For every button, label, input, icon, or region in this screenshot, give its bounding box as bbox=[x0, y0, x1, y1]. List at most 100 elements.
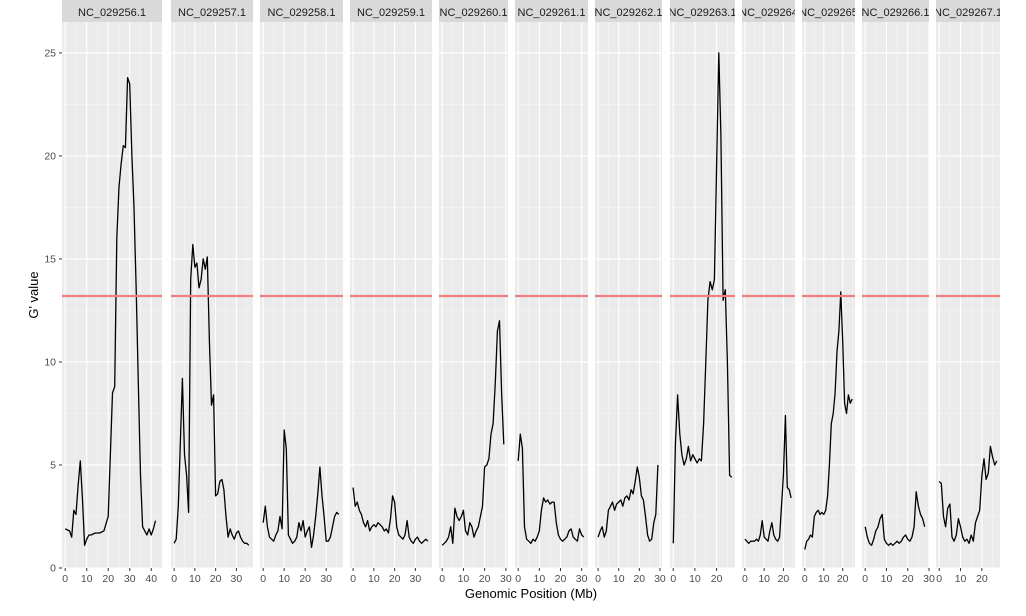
x-tick-label: 10 bbox=[758, 573, 770, 585]
facet-strip-label: NC_029263.1 bbox=[669, 7, 737, 19]
x-tick-label: 30 bbox=[124, 573, 136, 585]
x-tick-label: 0 bbox=[439, 573, 445, 585]
x-tick-label: 30 bbox=[410, 573, 422, 585]
facet-panel: NC_029261.1 0 10 20 30 bbox=[515, 0, 588, 585]
x-tick-label: 0 bbox=[62, 573, 68, 585]
x-tick-label: 20 bbox=[389, 573, 401, 585]
facet-strip-label: NC_029265 bbox=[799, 7, 858, 19]
x-tick-label: 20 bbox=[555, 573, 567, 585]
y-tick-label: 20 bbox=[44, 150, 56, 162]
gprime-series-line bbox=[804, 291, 853, 550]
x-tick-label: 0 bbox=[350, 573, 356, 585]
x-tick-label: 10 bbox=[955, 573, 967, 585]
x-tick-label: 0 bbox=[742, 573, 748, 585]
facet-strip bbox=[439, 0, 508, 22]
x-tick-label: 30 bbox=[654, 573, 666, 585]
facet-panel: NC_029264 0 10 20 bbox=[739, 0, 798, 585]
x-tick-label: 10 bbox=[613, 573, 625, 585]
x-tick-label: 10 bbox=[81, 573, 93, 585]
y-tick-label: 10 bbox=[44, 356, 56, 368]
x-tick-label: 30 bbox=[231, 573, 243, 585]
x-tick-label: 30 bbox=[923, 573, 935, 585]
x-tick-label: 20 bbox=[837, 573, 849, 585]
facet-panel: NC_029265 0 10 20 bbox=[799, 0, 858, 585]
x-tick-label: 0 bbox=[595, 573, 601, 585]
facet-strip bbox=[62, 0, 162, 22]
gprime-series-line bbox=[597, 464, 659, 542]
facet-strip bbox=[862, 0, 929, 22]
facet-panel: NC_029256.1 0 10 20 30 40 bbox=[62, 0, 162, 585]
x-tick-label: 20 bbox=[976, 573, 988, 585]
x-tick-label: 30 bbox=[500, 573, 512, 585]
gprime-series-line bbox=[744, 414, 792, 544]
x-tick-label: 10 bbox=[368, 573, 380, 585]
gprime-series-line bbox=[262, 429, 340, 549]
x-tick-label: 10 bbox=[189, 573, 201, 585]
x-axis-title: Genomic Position (Mb) bbox=[465, 586, 597, 601]
gprime-series-line bbox=[864, 491, 926, 546]
y-tick-label: 5 bbox=[50, 459, 56, 471]
facet-strip-label: NC_029260.1 bbox=[440, 7, 508, 19]
gprime-series-line bbox=[352, 487, 429, 544]
gprime-series-line bbox=[517, 433, 585, 544]
x-tick-label: 30 bbox=[576, 573, 588, 585]
x-tick-label: 0 bbox=[670, 573, 676, 585]
x-tick-label: 20 bbox=[633, 573, 645, 585]
x-tick-label: 20 bbox=[102, 573, 114, 585]
facet-strip bbox=[515, 0, 588, 22]
facet-panel: NC_029258.1 0 10 20 30 bbox=[260, 0, 343, 585]
facet-panel: NC_029262.1 0 10 20 30 bbox=[595, 0, 666, 585]
facet-strip bbox=[595, 0, 662, 22]
gprime-series-line bbox=[64, 76, 157, 546]
y-tick-label: 25 bbox=[44, 47, 56, 59]
x-tick-label: 0 bbox=[171, 573, 177, 585]
facet-strip-label: NC_029258.1 bbox=[268, 7, 336, 19]
x-tick-label: 10 bbox=[818, 573, 830, 585]
x-tick-label: 10 bbox=[689, 573, 701, 585]
facet-strip-label: NC_029266.1 bbox=[862, 7, 930, 19]
x-tick-label: 40 bbox=[145, 573, 157, 585]
facet-panel: NC_029266.1 0 10 20 30 bbox=[862, 0, 935, 585]
facet-panel: NC_029260.1 0 10 20 30 bbox=[439, 0, 512, 585]
x-tick-label: 20 bbox=[210, 573, 222, 585]
x-tick-label: 20 bbox=[778, 573, 790, 585]
gprime-series-line bbox=[672, 52, 733, 544]
x-tick-label: 0 bbox=[936, 573, 942, 585]
facet-strip bbox=[350, 0, 432, 22]
x-tick-label: 20 bbox=[479, 573, 491, 585]
y-tick-label: 0 bbox=[50, 563, 56, 575]
facet-strip bbox=[802, 0, 855, 22]
facet-strip-label: NC_029259.1 bbox=[357, 7, 425, 19]
x-tick-label: 30 bbox=[320, 573, 332, 585]
x-tick-label: 10 bbox=[458, 573, 470, 585]
x-tick-label: 20 bbox=[902, 573, 914, 585]
facet-panel: NC_029263.1 0 10 20 bbox=[669, 0, 737, 585]
x-tick-label: 0 bbox=[862, 573, 868, 585]
facet-strip-label: NC_029256.1 bbox=[78, 7, 146, 19]
facet-panel: NC_029267.1 0 10 20 bbox=[936, 0, 1000, 585]
gprime-series-line bbox=[441, 320, 505, 546]
x-tick-label: 0 bbox=[802, 573, 808, 585]
facet-strip bbox=[742, 0, 795, 22]
gprime-series-line bbox=[173, 243, 250, 546]
x-tick-label: 10 bbox=[278, 573, 290, 585]
facet-strip-label: NC_029264 bbox=[739, 7, 798, 19]
y-tick-label: 15 bbox=[44, 253, 56, 265]
facet-strip bbox=[670, 0, 735, 22]
x-tick-label: 10 bbox=[881, 573, 893, 585]
facet-strip bbox=[171, 0, 253, 22]
x-tick-label: 0 bbox=[515, 573, 521, 585]
gprime-series-line bbox=[938, 445, 998, 544]
facet-strip-label: NC_029261.1 bbox=[518, 7, 586, 19]
facet-strip-label: NC_029257.1 bbox=[178, 7, 246, 19]
y-axis-title: G' value bbox=[26, 271, 41, 318]
x-tick-label: 20 bbox=[299, 573, 311, 585]
facet-strip bbox=[936, 0, 1000, 22]
y-axis: 0 5 10 15 20 25 bbox=[44, 47, 62, 575]
x-tick-label: 10 bbox=[533, 573, 545, 585]
facet-panel: NC_029257.1 0 10 20 30 bbox=[171, 0, 253, 585]
x-tick-label: 20 bbox=[711, 573, 723, 585]
x-tick-label: 0 bbox=[260, 573, 266, 585]
